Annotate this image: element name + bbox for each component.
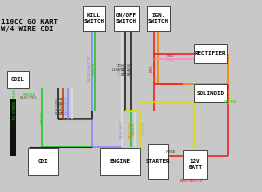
Text: BLU/WHT: BLU/WHT bbox=[119, 119, 123, 138]
Text: 110CC GO KART
W/4 WIRE CDI: 110CC GO KART W/4 WIRE CDI bbox=[1, 19, 58, 32]
Text: IGN.
SWITCH: IGN. SWITCH bbox=[148, 13, 169, 24]
Text: KILL
SWITCH: KILL SWITCH bbox=[83, 13, 104, 24]
Text: PINK: PINK bbox=[165, 59, 176, 63]
Text: BLK/YEL: BLK/YEL bbox=[20, 96, 38, 100]
Text: BLUE/WHITE: BLUE/WHITE bbox=[88, 55, 92, 81]
Text: STARTER: STARTER bbox=[146, 159, 170, 164]
FancyBboxPatch shape bbox=[194, 84, 227, 102]
Text: BLACK: BLACK bbox=[121, 62, 125, 75]
Text: RED: RED bbox=[150, 64, 154, 72]
FancyBboxPatch shape bbox=[148, 144, 168, 179]
Text: BLK/BLK: BLK/BLK bbox=[59, 95, 64, 114]
Text: CDI: CDI bbox=[37, 159, 48, 164]
Text: RED/YEL: RED/YEL bbox=[128, 119, 133, 138]
Text: WHITE: WHITE bbox=[142, 122, 146, 135]
FancyBboxPatch shape bbox=[183, 150, 207, 179]
Text: RED/BLK: RED/BLK bbox=[62, 95, 66, 114]
Text: TO SPARK PLUG: TO SPARK PLUG bbox=[13, 89, 17, 120]
FancyBboxPatch shape bbox=[194, 44, 227, 63]
Text: FUSE: FUSE bbox=[165, 150, 176, 154]
Text: GREEN: GREEN bbox=[132, 122, 136, 135]
Text: SOLINOID: SOLINOID bbox=[196, 91, 224, 96]
Text: ENGINE: ENGINE bbox=[109, 159, 130, 164]
Text: COIL: COIL bbox=[11, 77, 25, 82]
Text: RED/YELLOW: RED/YELLOW bbox=[154, 55, 158, 81]
Text: BLU/WHT: BLU/WHT bbox=[64, 95, 68, 114]
Text: RED: RED bbox=[166, 54, 174, 58]
Text: WHITE: WHITE bbox=[118, 62, 122, 75]
Text: GREEN: GREEN bbox=[41, 111, 45, 124]
Text: ON/OFF
SWITCH: ON/OFF SWITCH bbox=[116, 13, 137, 24]
Text: BLK/YEL: BLK/YEL bbox=[56, 95, 60, 114]
FancyBboxPatch shape bbox=[83, 6, 105, 31]
Text: GREEN: GREEN bbox=[224, 100, 237, 104]
Text: YELLOW: YELLOW bbox=[228, 87, 233, 103]
Text: 12V
BATT: 12V BATT bbox=[188, 159, 202, 170]
FancyBboxPatch shape bbox=[28, 148, 58, 175]
FancyBboxPatch shape bbox=[114, 6, 139, 31]
Text: YELLOW: YELLOW bbox=[138, 121, 142, 137]
FancyBboxPatch shape bbox=[147, 6, 170, 31]
FancyBboxPatch shape bbox=[7, 71, 29, 88]
Text: GREEN: GREEN bbox=[22, 93, 35, 97]
FancyBboxPatch shape bbox=[10, 99, 16, 156]
Text: GREEN: GREEN bbox=[91, 62, 96, 75]
Text: TO
LIGHTS: TO LIGHTS bbox=[112, 64, 126, 72]
Text: BLACK: BLACK bbox=[127, 62, 131, 75]
Text: RED/WHITE: RED/WHITE bbox=[179, 180, 203, 183]
FancyBboxPatch shape bbox=[100, 148, 140, 175]
Text: RECTIFIER: RECTIFIER bbox=[194, 51, 226, 56]
